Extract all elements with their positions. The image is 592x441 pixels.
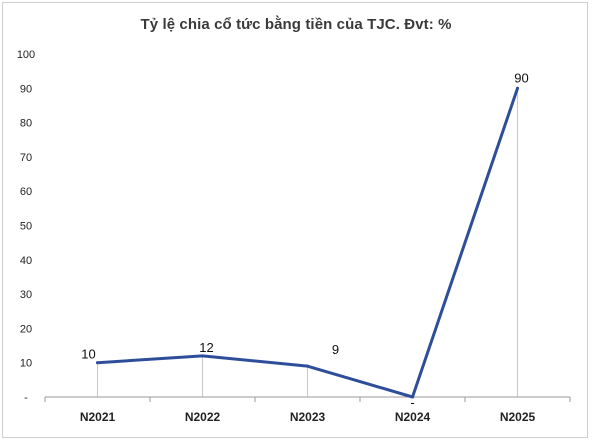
x-tick-label: N2021 (80, 410, 116, 424)
data-label: 12 (199, 340, 213, 355)
data-label: - (410, 395, 414, 410)
data-point (306, 364, 309, 368)
y-tick-label: 100 (17, 49, 35, 61)
data-point (411, 395, 414, 399)
y-tick-label: 20 (20, 323, 32, 335)
data-point (516, 86, 519, 90)
y-tick-label: 90 (20, 83, 32, 95)
x-tick-label: N2025 (500, 410, 536, 424)
data-label: 9 (332, 342, 339, 357)
y-tick-label: 60 (20, 186, 32, 198)
x-tick-label: N2023 (290, 410, 326, 424)
y-tick-label: 40 (20, 255, 32, 267)
y-tick-label: 30 (20, 289, 32, 301)
x-tick-label: N2022 (185, 410, 221, 424)
data-label: 90 (514, 70, 528, 85)
data-point (201, 354, 204, 358)
y-tick-label: 70 (20, 152, 32, 164)
y-tick-label: 10 (20, 358, 32, 370)
x-tick-label: N2024 (395, 410, 431, 424)
y-tick-label: 50 (20, 221, 32, 233)
chart-title: Tỷ lệ chia cổ tức bằng tiền của TJC. Đvt… (140, 16, 452, 33)
y-tick-label: - (24, 392, 28, 404)
series-line (96, 86, 519, 399)
data-label: 10 (81, 347, 95, 362)
data-point (96, 361, 99, 365)
y-tick-label: 80 (20, 118, 32, 130)
